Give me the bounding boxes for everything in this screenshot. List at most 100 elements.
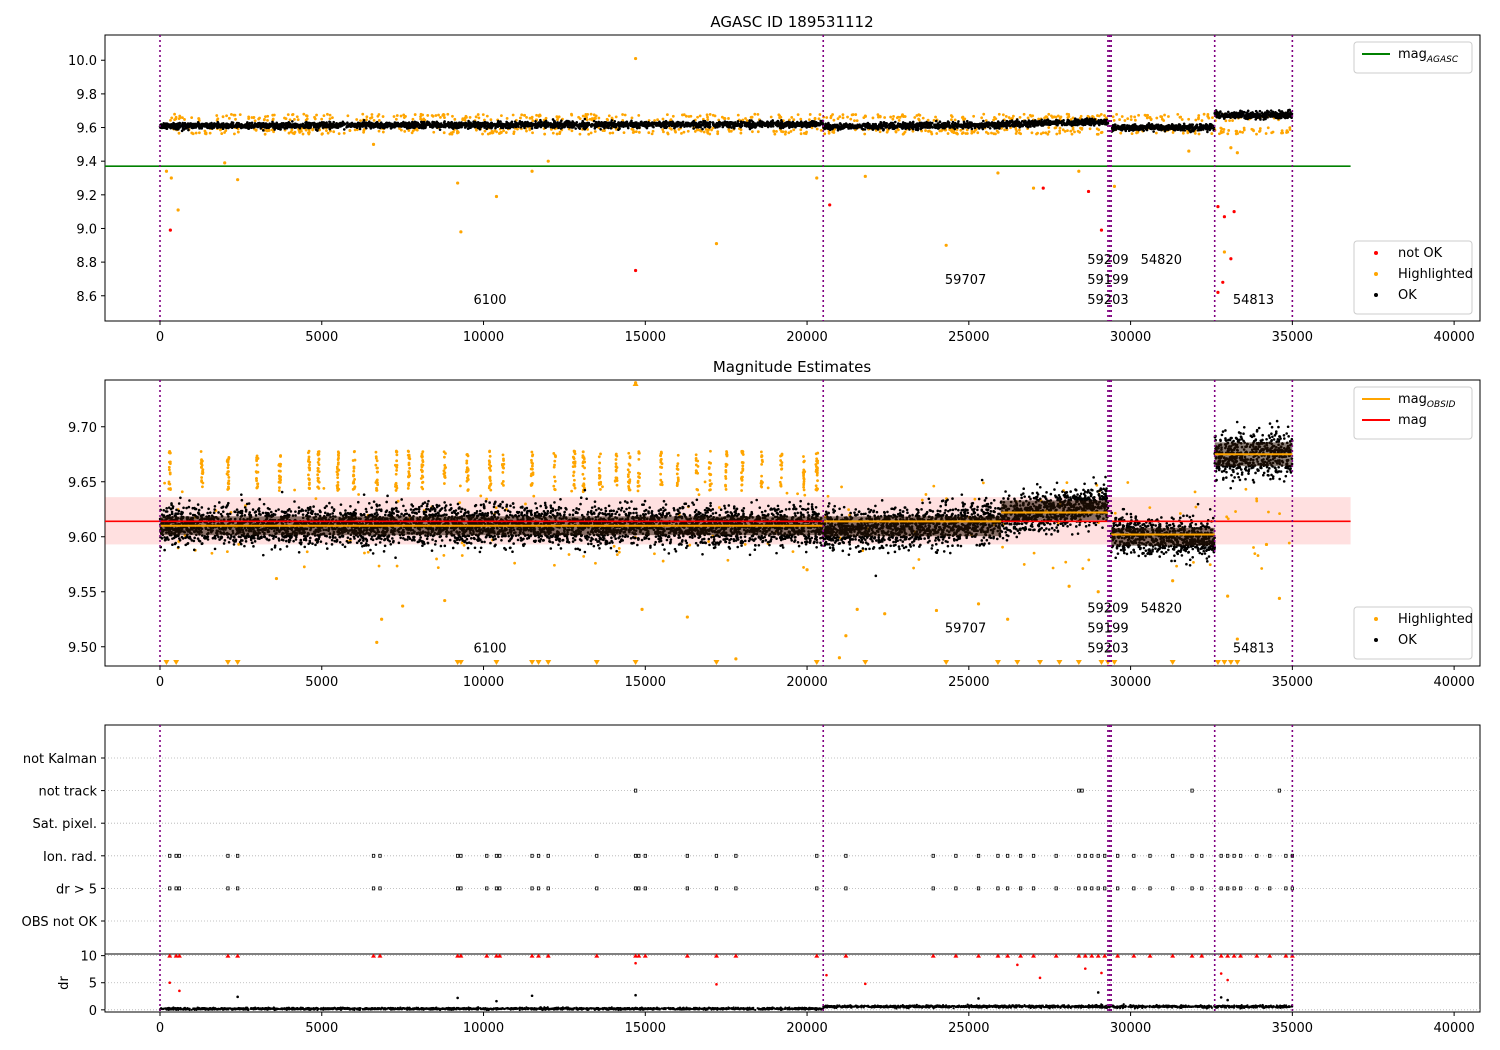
highlighted-point xyxy=(419,117,423,121)
highlighted-point xyxy=(818,113,822,116)
ok-point xyxy=(967,122,970,126)
highlighted-point xyxy=(784,130,788,134)
highlighted-point xyxy=(607,114,611,118)
highlighted-point xyxy=(442,113,446,117)
ok-point xyxy=(982,119,985,123)
ok-point xyxy=(450,122,454,125)
ok-point xyxy=(311,121,315,125)
ok-point xyxy=(291,120,294,123)
highlighted-point xyxy=(1026,116,1030,120)
highlighted-point xyxy=(756,112,760,116)
highlighted-point xyxy=(307,132,311,136)
highlighted-point xyxy=(558,132,562,136)
highlighted-point xyxy=(1018,131,1021,135)
highlighted-point xyxy=(481,113,485,117)
ok-point xyxy=(675,121,678,125)
ok-point xyxy=(811,124,815,128)
ok-point xyxy=(178,121,182,125)
highlighted-point xyxy=(326,112,329,116)
highlighted-point xyxy=(589,131,593,135)
highlighted-point xyxy=(485,114,489,118)
highlighted-point xyxy=(992,132,996,136)
ok-point xyxy=(229,123,232,127)
highlighted-point xyxy=(1088,127,1092,131)
highlighted-point xyxy=(924,129,927,132)
ok-point xyxy=(578,127,582,130)
ok-point xyxy=(164,126,167,130)
highlighted-point xyxy=(419,112,423,116)
highlighted-point xyxy=(254,129,258,132)
highlighted-point xyxy=(1030,131,1034,135)
highlighted-point xyxy=(841,113,845,117)
highlighted-point xyxy=(917,117,921,121)
ok-point xyxy=(196,121,200,124)
highlighted-point xyxy=(220,132,224,135)
ok-point xyxy=(165,123,169,127)
highlighted-point xyxy=(1270,131,1274,135)
highlighted-point xyxy=(901,132,905,136)
ok-point xyxy=(996,126,999,129)
ok-point xyxy=(810,119,814,123)
highlighted-point xyxy=(846,115,849,119)
highlighted-point xyxy=(236,130,240,134)
ok-point xyxy=(530,127,534,130)
highlighted-point xyxy=(972,114,976,118)
highlighted-point xyxy=(668,126,672,130)
ok-point xyxy=(342,128,346,131)
ok-point xyxy=(248,121,252,125)
ok-point xyxy=(250,121,254,125)
ok-point xyxy=(354,124,357,128)
ok-point xyxy=(747,125,751,129)
ok-point xyxy=(813,120,816,123)
highlighted-point xyxy=(819,128,823,132)
highlighted-point xyxy=(531,119,535,123)
highlighted-point xyxy=(570,129,574,133)
highlighted-point xyxy=(296,118,300,122)
highlighted-point xyxy=(777,113,781,117)
highlighted-point xyxy=(1285,129,1289,133)
ok-point xyxy=(478,127,482,131)
ok-point xyxy=(920,121,923,125)
highlighted-point xyxy=(1231,119,1234,122)
ok-point xyxy=(624,121,628,125)
ok-point xyxy=(463,126,467,129)
highlighted-point xyxy=(1241,130,1244,134)
highlighted-point xyxy=(551,131,555,135)
highlighted-point xyxy=(751,130,754,134)
ok-point xyxy=(595,123,599,127)
highlighted-point xyxy=(230,112,233,116)
highlighted-point xyxy=(489,118,493,122)
ok-point xyxy=(287,122,290,126)
highlighted-point xyxy=(889,115,893,119)
highlighted-point xyxy=(1145,116,1149,120)
highlighted-point xyxy=(1099,112,1103,116)
highlighted-point xyxy=(883,116,887,119)
highlighted-point xyxy=(1258,127,1262,130)
highlighted-point xyxy=(293,117,296,121)
ok-point xyxy=(309,124,313,128)
highlighted-point xyxy=(841,116,845,120)
ok-point xyxy=(397,124,401,128)
ok-point xyxy=(630,119,633,123)
highlighted-point xyxy=(621,113,624,116)
ok-point xyxy=(529,122,533,126)
ok-point xyxy=(667,121,671,124)
ok-point xyxy=(582,122,585,125)
ok-point xyxy=(692,127,695,130)
ok-point xyxy=(494,126,497,130)
highlighted-point xyxy=(355,118,359,121)
highlighted-point xyxy=(686,129,690,133)
highlighted-point xyxy=(313,115,316,119)
highlighted-point xyxy=(525,129,528,133)
ok-point xyxy=(252,125,256,128)
ok-point xyxy=(893,120,897,124)
highlighted-point xyxy=(1179,115,1183,119)
highlighted-point xyxy=(1126,117,1130,121)
highlighted-point xyxy=(790,115,794,119)
ok-point xyxy=(444,124,448,127)
highlighted-point xyxy=(892,114,895,118)
ok-point xyxy=(841,126,844,130)
highlighted-point xyxy=(990,131,993,135)
ok-point xyxy=(362,119,366,122)
highlighted-point xyxy=(369,116,372,120)
